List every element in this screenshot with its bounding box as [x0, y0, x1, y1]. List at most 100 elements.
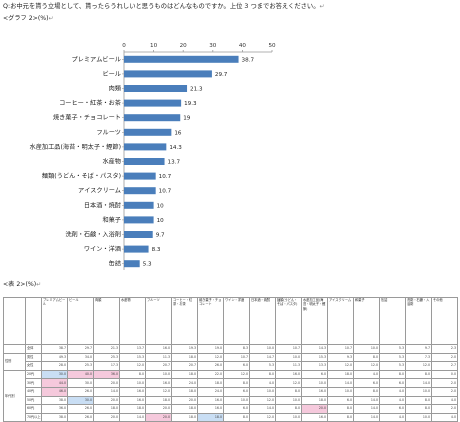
table-cell: 20.0	[93, 395, 120, 406]
table-cell: 6.0	[327, 395, 354, 406]
table-cell: 18.0	[171, 386, 198, 397]
table-cell: 11.3	[275, 361, 302, 371]
category-label: コーヒー・紅茶・お茶	[59, 99, 121, 107]
data-label: 21.3	[190, 87, 203, 93]
category-label: 肉類	[109, 85, 122, 93]
table-row: 女性 28.0 25.3 17.3 12.0 20.7 20.7 26.0 6.0 5.3 11.3…	[4, 361, 458, 371]
table-cell: 13.7	[119, 344, 146, 354]
table-cell: 16.0	[197, 404, 224, 414]
column-header: 和菓子	[353, 297, 380, 345]
table-cell: 4.0	[431, 395, 458, 406]
horizontal-bar-chart: 0 10 20 30 40 50 プレミアムビール 38.7 ビール 29.7 肉類 21.3 コーヒー…	[30, 43, 276, 270]
table-cell: 18.0	[301, 395, 328, 406]
table-cell: 8.0	[249, 369, 276, 380]
data-label: 13.7	[168, 160, 181, 166]
category-label: プレミアムビール	[72, 55, 122, 63]
table-cell: 38.7	[41, 344, 68, 354]
category-label: 麺類(うどん・そば・パスタ)	[42, 172, 121, 180]
row-label: 20代	[25, 369, 42, 380]
table-cell: 24.0	[171, 378, 198, 388]
column-header: コーヒー・紅茶・お茶	[171, 297, 198, 345]
row-label: 40代	[25, 386, 42, 397]
table-cell: 10.0	[223, 395, 250, 406]
table-cell: 22.0	[197, 369, 224, 380]
table-cell: 10.0	[249, 386, 276, 397]
table-cell: 34.0	[67, 352, 94, 363]
table-cell: 25.3	[67, 361, 94, 371]
table-row: 30代 44.0 30.0 20.0 10.0 16.0 24.0 18.0 8.0 4.0 12.…	[4, 378, 458, 388]
table-cell: 13.3	[301, 361, 328, 371]
table-row: 全体 38.7 29.7 21.3 13.7 16.0 19.3 19.0 8.3 10.0 10.…	[3, 344, 458, 354]
table-cell: 29.7	[67, 344, 94, 354]
category-label: ワイン・洋酒	[84, 245, 121, 253]
table-cell: 16.0	[301, 386, 328, 397]
table-cell: 12.0	[249, 412, 276, 422]
table-cell: 4.0	[379, 395, 406, 406]
data-label: 10	[157, 218, 165, 224]
table-cell: 8.0	[327, 404, 354, 414]
table-cell: 8.0	[405, 395, 432, 406]
bar	[124, 216, 154, 224]
table-cell: 4.0	[249, 378, 276, 388]
table-cell: 38.0	[41, 395, 68, 406]
table-cell: 18.0	[93, 404, 120, 414]
bar	[124, 260, 140, 268]
column-header: 麺類(うどん・そば・パスタ)	[275, 297, 302, 345]
column-header: その他	[431, 297, 458, 345]
table-cell: 5.3	[379, 344, 406, 354]
table-cell: 2.0	[431, 352, 458, 363]
table-cell: 2.0	[431, 386, 458, 397]
table-cell: 6.0	[379, 404, 406, 414]
question-text: Q:お中元を貰う立場として、貰ったらうれしいと思うものはどんなものですか。上位 …	[3, 3, 325, 10]
table-cell: 12.0	[327, 361, 354, 371]
category-label: 水産加工品(海苔・明太子・鰹節)	[30, 143, 121, 151]
table-cell: 20.0	[145, 404, 172, 414]
category-label: 缶詰	[109, 260, 121, 268]
bar	[124, 99, 182, 107]
table-cell: 21.3	[93, 344, 120, 354]
table-cell: 10.7	[275, 344, 302, 354]
table-cell: 11.3	[145, 352, 172, 363]
table-cell: 10.0	[275, 395, 302, 406]
table-cell: 16.0	[119, 395, 146, 406]
data-table: プレミアムビール ビール 肉類 水産物 フルーツ コーヒー・紅茶・お茶 焼き菓子・チョコレー…	[3, 297, 458, 422]
bar	[124, 128, 172, 136]
table-cell: 2.0	[431, 378, 458, 388]
row-label: 30代	[25, 378, 42, 388]
table-cell: 14.0	[119, 412, 146, 422]
table-cell: 19.3	[171, 344, 198, 354]
table-cell: 20.7	[145, 361, 172, 371]
table-cell: 15.3	[119, 352, 146, 363]
table-cell: 18.0	[145, 395, 172, 406]
table-cell: 10.0	[353, 344, 380, 354]
table-cell: 10.0	[145, 369, 172, 380]
table-cell: 26.0	[67, 404, 94, 414]
x-tick-label: 10	[150, 43, 158, 49]
table-cell: 20.0	[301, 404, 328, 414]
column-header: 水産加工品(海苔・明太子・鰹節)	[301, 297, 328, 345]
table-cell: 36.0	[93, 369, 120, 380]
table-cell: 10.0	[119, 378, 146, 388]
category-label: 和菓子	[102, 216, 121, 224]
table-cell: 20.7	[171, 361, 198, 371]
table-cell: 18.0	[327, 369, 354, 380]
table-cell: 6.0	[223, 404, 250, 414]
table-cell: 30.0	[41, 369, 68, 380]
bar	[124, 172, 156, 180]
table-cell: 8.0	[275, 404, 302, 414]
table-cell: 12.0	[145, 386, 172, 397]
column-header: フルーツ	[145, 297, 172, 345]
table-cell: 18.0	[171, 369, 198, 380]
table-cell: 20.0	[93, 378, 120, 388]
data-label: 38.7	[242, 57, 255, 63]
column-header: プレミアムビール	[41, 297, 68, 345]
table-cell: 8.0	[223, 378, 250, 388]
table-cell: 12.0	[405, 361, 432, 371]
table-cell: 12.0	[249, 395, 276, 406]
data-label: 29.7	[215, 72, 228, 78]
category-label: 焼き菓子・チョコレート	[53, 114, 121, 122]
category-label: フルーツ	[96, 129, 121, 136]
row-label: 50代	[25, 395, 42, 406]
header-corner	[3, 297, 26, 345]
bar	[124, 143, 167, 151]
